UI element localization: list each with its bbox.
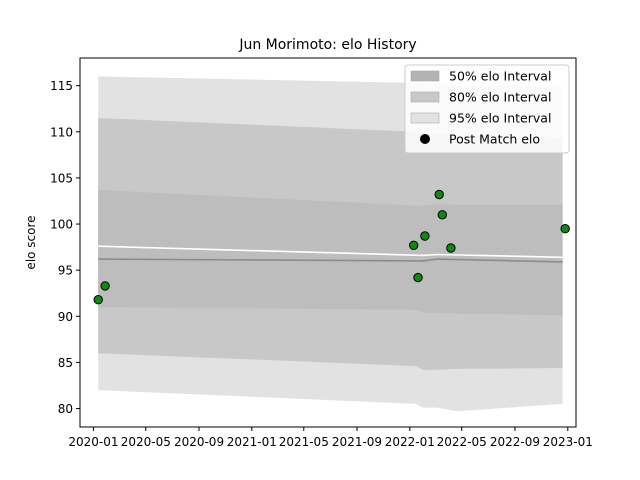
post-match-point: [409, 240, 419, 251]
y-axis-label: elo score: [24, 215, 38, 269]
trend-lines: [98, 245, 563, 263]
x-axis-ticks: 2020-01 2020-05 2020-09 2021-01 2021-05 2021-…: [68, 427, 593, 449]
post-match-points: [93, 189, 570, 305]
post-match-point: [437, 210, 447, 220]
legend-swatch: [410, 70, 440, 82]
legend-label: 80% elo Interval: [449, 90, 551, 105]
post-match-point: [446, 243, 456, 253]
x-tick-label: 2021-05: [279, 435, 329, 449]
x-tick-label: 2020-09: [174, 435, 224, 449]
y-tick-label: 115: [50, 79, 73, 93]
x-tick-label: 2020-05: [121, 435, 171, 449]
y-tick-label: 80: [58, 402, 73, 416]
y-tick-label: 85: [58, 356, 73, 370]
x-tick-label: 2022-09: [490, 435, 540, 449]
legend-label: Post Match elo: [449, 132, 540, 147]
legend-box: [404, 64, 570, 154]
y-tick-label: 110: [50, 125, 73, 139]
y-axis-ticks: 80 85 90 95 100 105 110 115: [50, 79, 80, 416]
post-match-point: [434, 189, 444, 200]
post-match-point: [420, 231, 430, 241]
y-tick-label: 100: [50, 218, 73, 232]
y-tick-label: 105: [50, 171, 73, 185]
x-tick-label: 2022-01: [385, 435, 435, 449]
post-match-point: [93, 295, 103, 305]
legend-swatch: [410, 112, 440, 124]
x-tick-label: 2020-01: [68, 435, 118, 449]
legend-swatch: [410, 91, 440, 103]
y-tick-label: 95: [58, 264, 73, 278]
legend-marker: [420, 134, 430, 144]
y-tick-label: 90: [58, 310, 73, 324]
legend-label: 50% elo Interval: [449, 69, 551, 84]
post-match-point: [413, 272, 423, 283]
x-tick-label: 2021-01: [227, 435, 277, 449]
x-tick-label: 2023-01: [543, 435, 593, 449]
legend-label: 95% elo Interval: [449, 111, 551, 126]
x-tick-label: 2021-09: [332, 435, 382, 449]
axes-frame: [79, 57, 577, 428]
chart-title: Jun Morimoto: elo History: [238, 37, 416, 53]
post-match-point: [100, 281, 110, 291]
post-match-point: [560, 224, 570, 234]
x-tick-label: 2022-05: [437, 435, 487, 449]
mean-elo-line: [98, 245, 563, 259]
median-elo-line: [98, 258, 563, 263]
legend: 50% elo Interval 80% elo Interval 95% elo …: [404, 64, 570, 154]
interval-bands: [98, 76, 563, 412]
